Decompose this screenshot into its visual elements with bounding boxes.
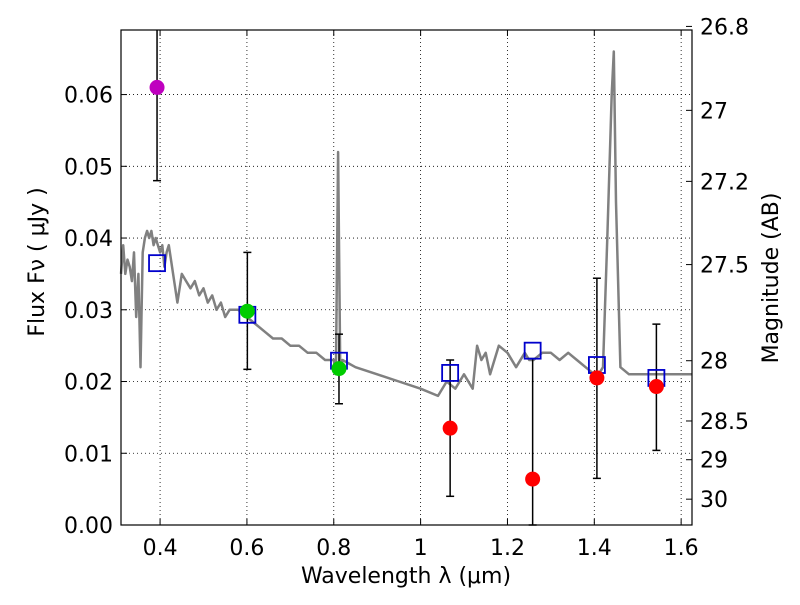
model-spectrum <box>119 50 692 398</box>
right-tick-label: 27 <box>700 99 728 124</box>
right-tick-label: 28.5 <box>700 410 749 435</box>
y-tick-label: 0.03 <box>64 299 113 324</box>
right-tick-label: 27.2 <box>700 170 749 195</box>
x-tick-label: 1 <box>414 536 428 561</box>
observed-circle <box>149 79 165 95</box>
right-tick-label: 27.5 <box>700 254 749 279</box>
observed-circle <box>239 303 255 319</box>
grid-lines <box>121 30 692 526</box>
observed-circle <box>331 361 347 377</box>
y-tick-label: 0.01 <box>64 442 113 467</box>
y-tick-label: 0.06 <box>64 84 113 109</box>
y-tick-label: 0.02 <box>64 371 113 396</box>
observed-circle <box>525 471 541 487</box>
observed-circle <box>442 420 458 436</box>
right-tick-label: 30 <box>700 488 728 513</box>
spectrum-line <box>119 50 692 398</box>
right-tick-label: 26.8 <box>700 15 749 40</box>
y-axis-label: Flux Fν ( μJy ) <box>25 187 50 336</box>
x-axis-label: Wavelength λ (μm) <box>301 564 511 589</box>
right-axis-ticks: 26.8 27 27.2 27.5 28 28.5 29 30 <box>686 15 749 513</box>
observed-points <box>149 79 664 487</box>
x-tick-label: 1.2 <box>490 536 525 561</box>
right-tick-label: 29 <box>700 449 728 474</box>
x-tick-label: 0.8 <box>316 536 351 561</box>
model-square <box>148 254 166 273</box>
plot-frame <box>120 29 693 526</box>
x-tick-label: 1.6 <box>664 536 699 561</box>
model-square <box>441 364 460 382</box>
model-square <box>523 341 542 360</box>
right-tick-label: 28 <box>700 350 728 375</box>
right-axis-label: Magnitude (AB) <box>759 193 784 364</box>
x-tick-label: 0.6 <box>229 536 264 561</box>
x-axis-ticks: 0.4 0.6 0.8 1 1.2 1.4 1.6 <box>143 30 699 561</box>
observed-circle <box>589 370 605 386</box>
y-tick-label: 0.00 <box>64 514 113 539</box>
y-axis-ticks: 0.00 0.01 0.02 0.03 0.04 0.05 0.06 <box>64 84 127 539</box>
y-tick-label: 0.05 <box>64 155 113 180</box>
x-tick-label: 0.4 <box>143 536 178 561</box>
y-tick-label: 0.04 <box>64 227 113 252</box>
observed-circle <box>648 379 664 395</box>
x-tick-label: 1.4 <box>577 536 612 561</box>
